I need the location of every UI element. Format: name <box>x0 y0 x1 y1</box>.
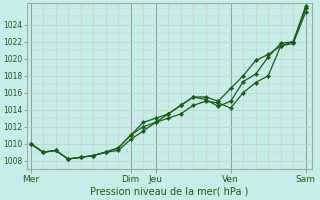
X-axis label: Pression niveau de la mer( hPa ): Pression niveau de la mer( hPa ) <box>90 187 249 197</box>
